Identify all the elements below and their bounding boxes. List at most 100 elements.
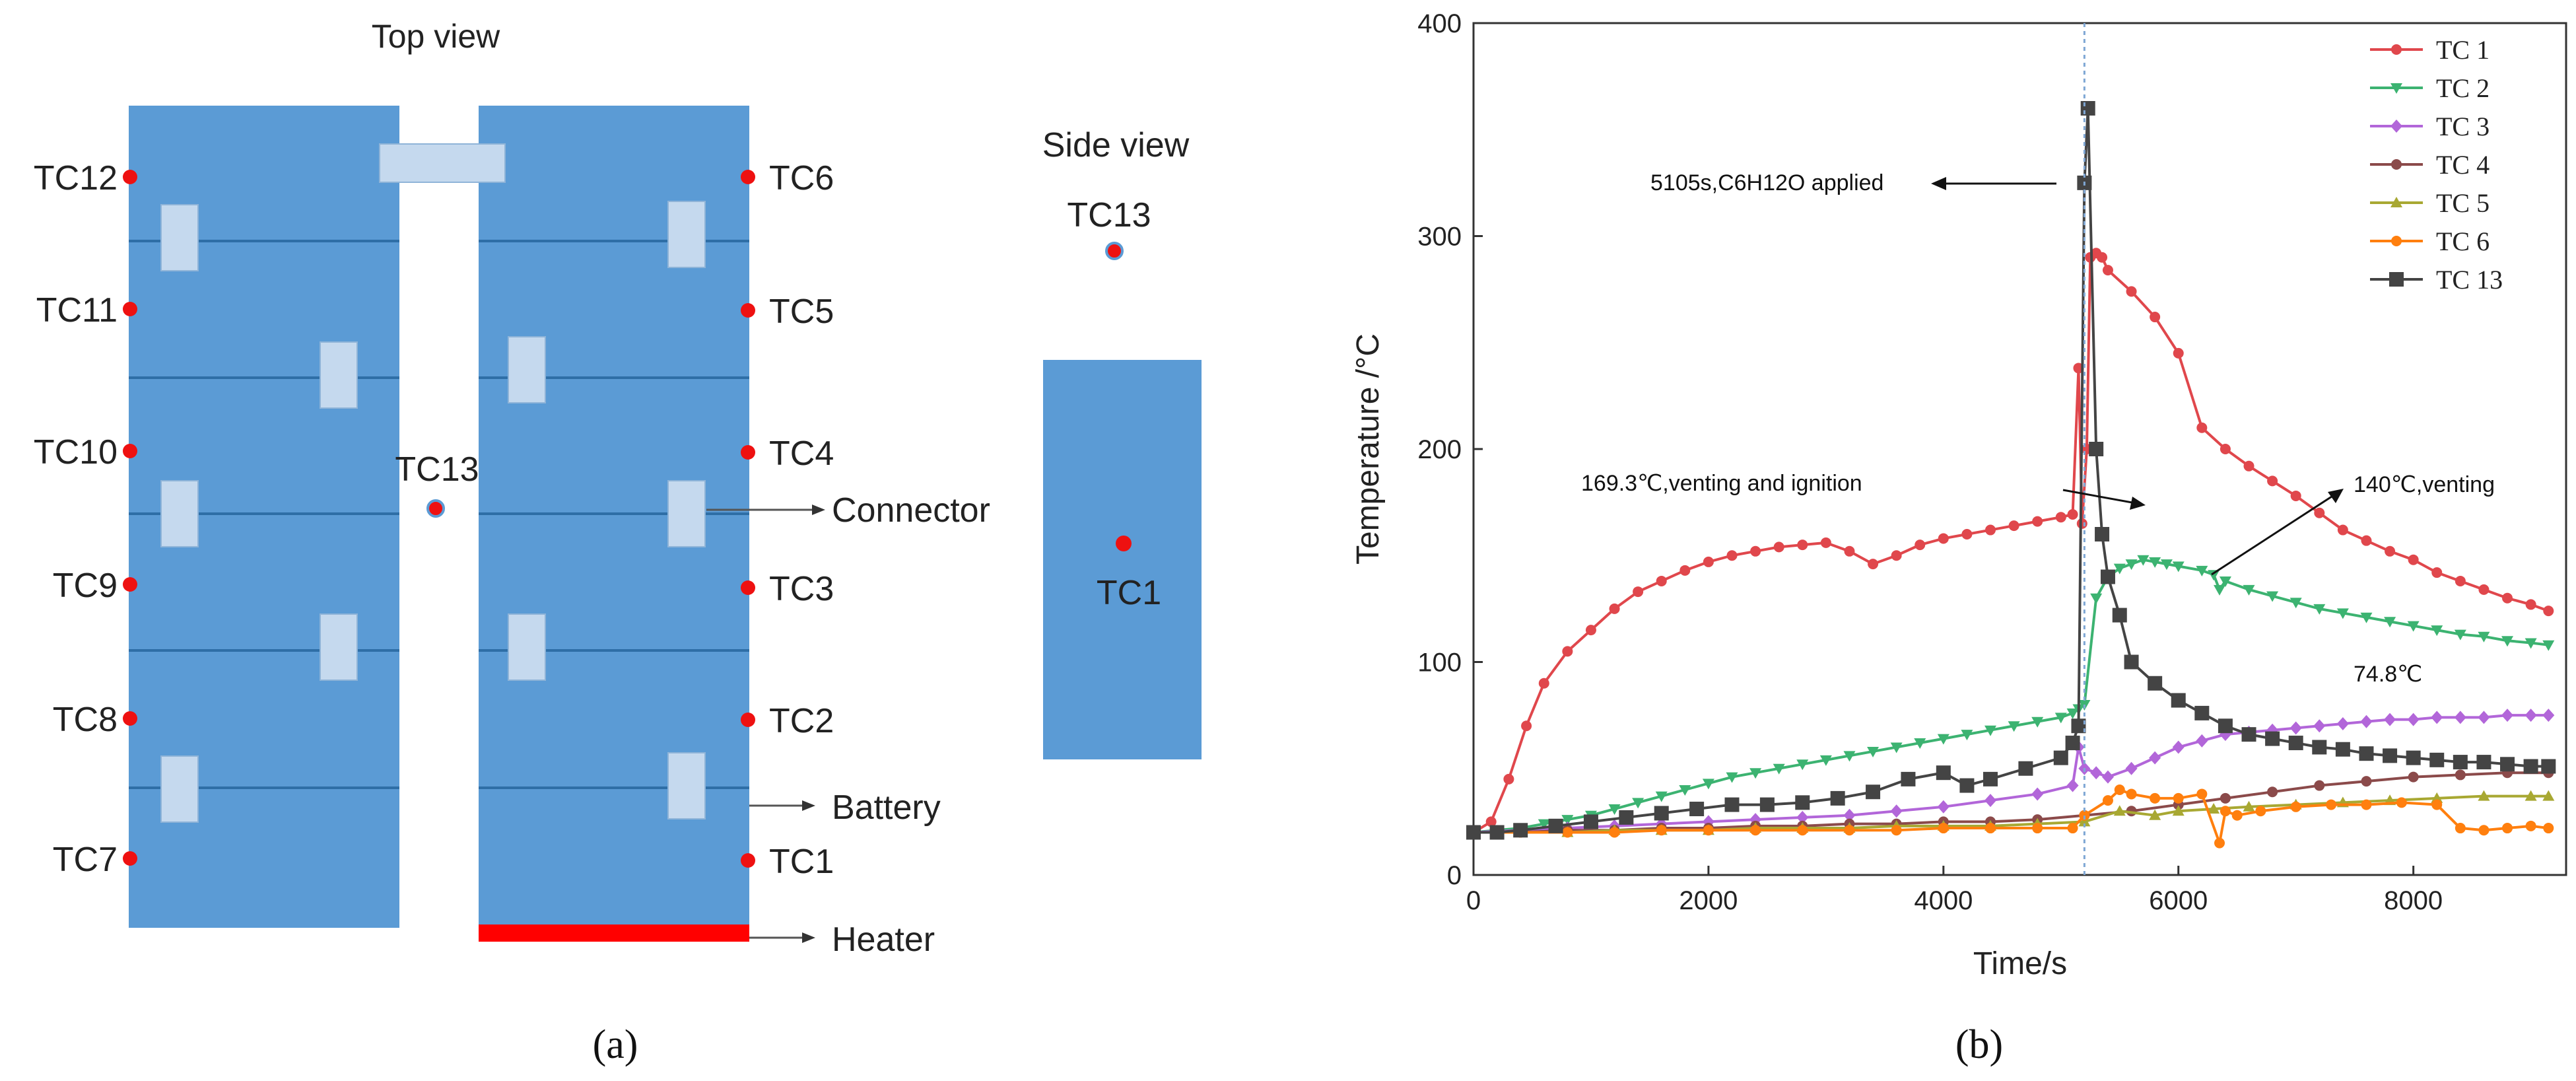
data-point-tc1	[1679, 565, 1691, 576]
annotation-arrows	[1931, 177, 2344, 576]
schematic-svg: Top view	[34, 18, 1202, 1067]
y-tick-label: 0	[1447, 861, 1462, 890]
middle-sensor-dot	[426, 499, 445, 518]
legend-label-tc3: TC 3	[2436, 112, 2490, 141]
data-point-tc13	[1466, 825, 1481, 840]
data-point-tc6	[1797, 825, 1808, 836]
data-point-tc6	[2290, 801, 2301, 812]
axis-ticks: 0 2000 4000 6000 8000 0 100 200 300 400	[1417, 9, 2443, 915]
data-point-tc1	[2314, 507, 2325, 518]
legend-label-tc1: TC 1	[2436, 35, 2490, 65]
connector	[160, 755, 199, 823]
data-point-tc2	[1679, 785, 1691, 796]
data-point-tc2	[2243, 584, 2255, 596]
data-point-tc6	[2126, 788, 2137, 800]
data-point-tc2	[2196, 565, 2208, 576]
right-sensor-labels: TC6 TC5 TC4 TC3 TC2 TC1	[769, 159, 834, 881]
data-point-tc13	[2100, 569, 2115, 584]
data-point-tc6	[1609, 827, 1620, 838]
data-point-tc13	[2312, 740, 2327, 755]
data-point-tc6	[1891, 825, 1902, 836]
plot-frame	[1472, 22, 2567, 876]
data-point-tc6	[2396, 797, 2407, 808]
data-point-tc5	[2113, 805, 2126, 816]
data-point-tc3	[2066, 779, 2079, 792]
side-view-tc1-dot	[1116, 536, 1132, 551]
data-point-tc6	[2431, 799, 2443, 810]
data-point-tc2	[1538, 819, 1550, 830]
data-point-tc3	[2407, 713, 2420, 726]
connector	[508, 613, 546, 681]
data-point-tc2	[1773, 763, 1785, 775]
data-point-tc1	[2150, 312, 2161, 323]
data-point-tc13	[2194, 705, 2210, 720]
data-point-tc13	[1489, 825, 1505, 840]
data-point-tc6	[2079, 810, 2090, 821]
bridge-connector	[379, 143, 506, 183]
data-point-tc2	[1608, 804, 1621, 816]
sensor-label-tc5: TC5	[769, 293, 834, 331]
data-point-tc6	[2502, 823, 2513, 834]
data-point-tc13	[2071, 718, 2086, 734]
x-tick-label: 8000	[2384, 886, 2443, 915]
data-point-tc1	[2455, 575, 2466, 586]
data-point-tc1	[1820, 537, 1831, 548]
series-tc1	[1468, 248, 2554, 838]
data-point-tc13	[2241, 727, 2256, 742]
data-point-tc13	[2112, 608, 2127, 623]
data-point-tc3	[2031, 787, 2044, 801]
data-point-tc13	[1983, 771, 1998, 786]
y-tick-label: 100	[1417, 648, 1462, 678]
annotation-74-8: 74.8℃	[2354, 662, 2422, 687]
connector-callout-label: Connector	[832, 491, 990, 530]
data-point-tc5	[2525, 790, 2537, 801]
middle-sensor-label: TC13	[395, 450, 479, 489]
data-point-tc2	[2172, 561, 2185, 573]
data-point-tc1	[2290, 490, 2301, 501]
data-point-tc1	[2173, 347, 2184, 359]
data-point-tc1	[2337, 524, 2348, 536]
data-point-tc13	[2359, 746, 2374, 761]
data-point-tc3	[2431, 711, 2443, 724]
data-point-tc1	[1750, 545, 1761, 557]
callout-arrowheads	[802, 505, 825, 943]
sensor-label-tc12: TC12	[34, 159, 118, 197]
data-point-tc2	[1819, 755, 1832, 766]
data-point-tc1	[2431, 567, 2443, 578]
data-point-tc3	[2289, 721, 2302, 735]
data-point-tc6	[2032, 823, 2043, 834]
data-point-tc2	[2525, 638, 2537, 649]
data-point-tc3	[1890, 804, 1903, 818]
data-point-tc13	[2089, 442, 2104, 456]
data-point-tc2	[1749, 768, 1762, 779]
data-point-tc13	[1654, 806, 1669, 821]
sensor-label-tc11: TC11	[36, 291, 118, 330]
heater-callout-label: Heater	[832, 921, 935, 959]
data-point-tc2	[2214, 584, 2226, 596]
data-point-tc4	[2361, 776, 2372, 787]
y-tick-label: 400	[1417, 9, 1462, 38]
data-point-tc13	[2500, 757, 2515, 772]
data-point-tc13	[2406, 750, 2421, 765]
data-point-tc6	[1703, 825, 1714, 836]
data-point-tc3	[2454, 711, 2466, 724]
data-point-tc13	[2335, 742, 2350, 757]
data-point-tc6	[1656, 825, 1667, 836]
data-point-tc1	[2097, 252, 2108, 263]
data-point-tc3	[2384, 713, 2396, 726]
data-point-tc2	[1843, 751, 1856, 762]
annotation-ignition: 169.3℃,venting and ignition	[1581, 471, 1862, 496]
data-point-tc1	[1868, 559, 1879, 570]
data-point-tc13	[1759, 797, 1775, 812]
data-point-tc2	[2478, 631, 2490, 643]
sensor-label-tc2: TC2	[769, 702, 834, 740]
data-point-tc6	[2525, 820, 2536, 831]
legend-label-tc4: TC 4	[2436, 150, 2490, 180]
data-point-tc5	[2431, 792, 2443, 803]
data-point-tc1	[2243, 460, 2254, 471]
data-point-tc2	[2313, 604, 2326, 615]
data-point-tc1	[1773, 541, 1784, 553]
data-point-tc3	[2090, 766, 2103, 780]
panel-b-chart: 0 2000 4000 6000 8000 0 100 200 300 400 Time/s Te…	[1320, 0, 2576, 1078]
connector	[667, 752, 706, 819]
